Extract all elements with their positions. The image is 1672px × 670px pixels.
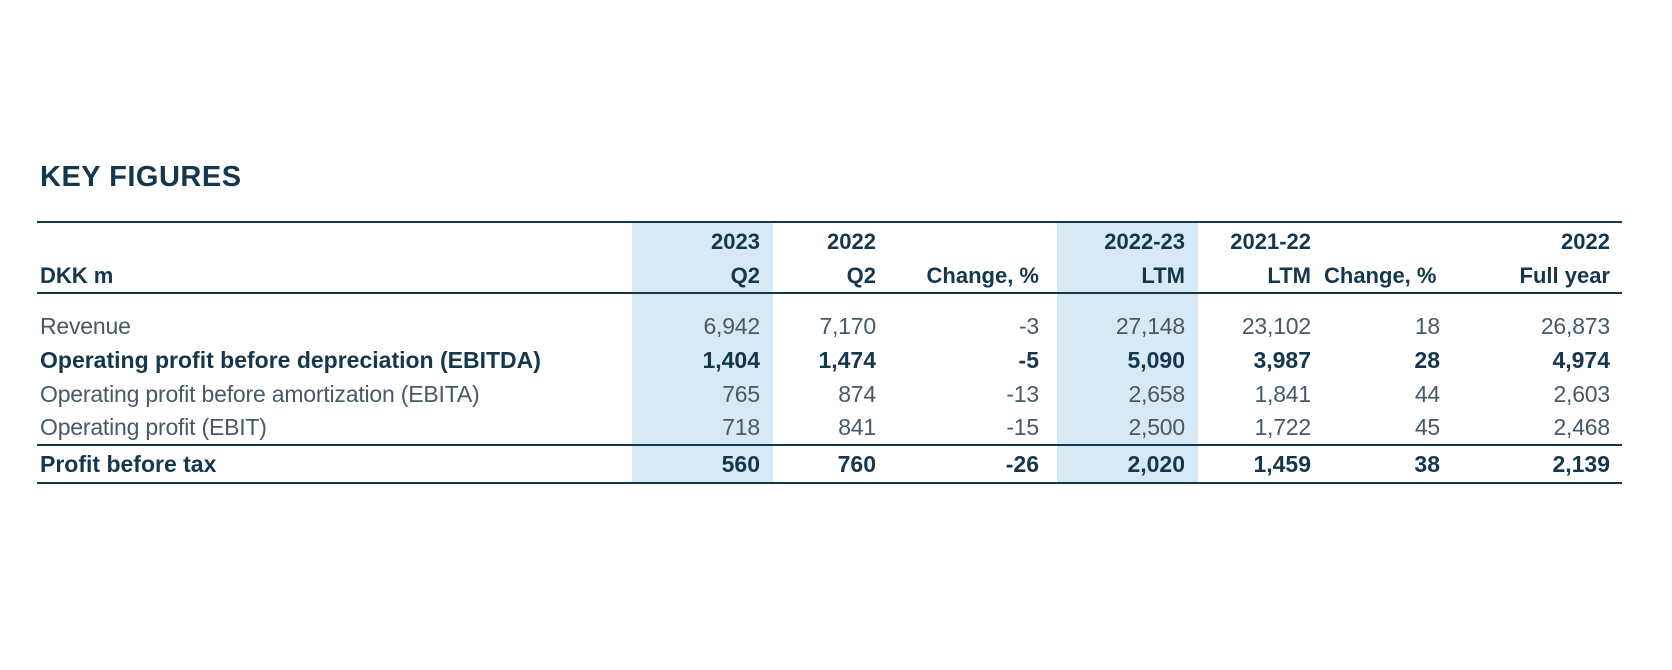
cell: 3,987 [1253,346,1311,373]
cell: 45 [1414,414,1440,440]
cell: -26 [1005,450,1039,477]
cell: 44 [1414,380,1440,407]
cell: 1,841 [1254,380,1311,407]
header-change-label: Change, % [1324,263,1437,288]
row-label: Operating profit before amortization (EB… [40,380,480,407]
cell: 38 [1414,450,1440,477]
cell: 765 [632,377,773,411]
cell: 18 [1414,313,1440,339]
cell: 1,474 [818,346,876,373]
cell: 2,500 [1057,411,1198,445]
row-label: Operating profit (EBIT) [40,414,267,440]
cell: 841 [838,414,876,440]
cell: 23,102 [1241,313,1311,339]
header-period-ltm-prior: LTM [1267,263,1311,288]
header-years-row: 2023 2022 2022-23 2021-22 2022 [37,222,1622,260]
table-row-revenue: Revenue 6,942 7,170 -3 27,148 23,102 18 … [37,293,1622,343]
cell: -3 [1018,313,1039,339]
header-year-q2-prior: 2022 [827,228,876,254]
cell: 4,974 [1552,346,1610,373]
cell: -15 [1006,414,1039,440]
cell: -13 [1006,380,1039,407]
cell: 7,170 [819,313,876,339]
header-periods-row: DKK m Q2 Q2 Change, % LTM LTM Change, % … [37,260,1622,293]
cell: 28 [1414,346,1440,373]
header-period-q2-prior: Q2 [846,263,876,288]
header-year-ltm-prior: 2021-22 [1230,228,1311,254]
table-header: 2023 2022 2022-23 2021-22 2022 DKK m Q2 … [37,222,1622,293]
header-spacer [37,222,632,260]
unit-label: DKK m [40,263,114,288]
header-full-year-label: Full year [1519,263,1610,288]
table-row-ebita: Operating profit before amortization (EB… [37,377,1622,411]
row-label: Revenue [40,313,131,339]
header-period-q2-current: Q2 [632,260,773,293]
cell: 1,404 [632,343,773,377]
cell: 760 [837,450,876,477]
cell: 2,603 [1553,380,1610,407]
header-spacer [889,222,1057,260]
table-row-ebit: Operating profit (EBIT) 718 841 -15 2,50… [37,411,1622,445]
header-year-ltm-current: 2022-23 [1057,222,1198,260]
cell: 1,459 [1253,450,1311,477]
table-row-ebitda: Operating profit before depreciation (EB… [37,343,1622,377]
row-label: Operating profit before depreciation (EB… [40,346,541,373]
key-figures-table: 2023 2022 2022-23 2021-22 2022 DKK m Q2 … [37,221,1622,484]
cell: 718 [632,411,773,445]
cell: 27,148 [1057,293,1198,343]
header-spacer [1324,222,1453,260]
cell: 6,942 [632,293,773,343]
cell: 2,658 [1057,377,1198,411]
header-year-q2-current: 2023 [632,222,773,260]
row-label: Profit before tax [40,450,217,477]
cell: 874 [838,380,876,407]
header-period-ltm-current: LTM [1057,260,1198,293]
cell: 2,468 [1553,414,1610,440]
cell: 1,722 [1254,414,1311,440]
cell: 2,139 [1552,450,1610,477]
table-body: Revenue 6,942 7,170 -3 27,148 23,102 18 … [37,293,1622,483]
page-title: KEY FIGURES [40,161,242,193]
cell: 5,090 [1057,343,1198,377]
header-change-label: Change, % [926,263,1039,288]
header-year-full: 2022 [1561,228,1610,254]
table-row-profit-before-tax: Profit before tax 560 760 -26 2,020 1,45… [37,445,1622,483]
cell: 2,020 [1057,445,1198,483]
cell: 560 [632,445,773,483]
cell: -5 [1018,346,1039,373]
cell: 26,873 [1540,313,1610,339]
